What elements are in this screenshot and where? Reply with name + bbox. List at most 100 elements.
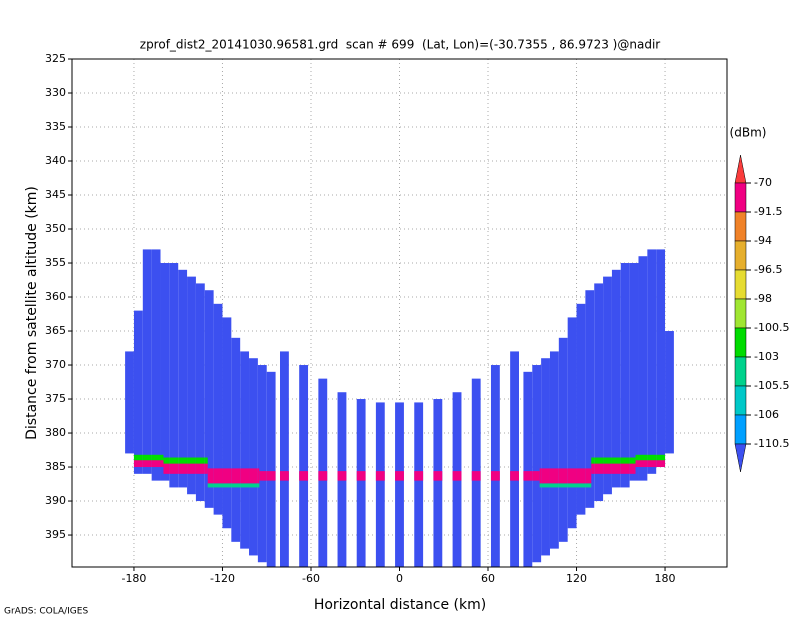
swath-column [395, 402, 404, 567]
swath-column [585, 290, 595, 508]
surface-cell [539, 468, 592, 484]
surface-echo [125, 454, 674, 488]
surface-cell [163, 457, 208, 465]
surface-cell [591, 457, 636, 465]
colorbar-label: -103 [754, 350, 779, 363]
swath-column [231, 337, 241, 542]
swath-column [222, 317, 232, 529]
swath-column [567, 317, 577, 529]
y-tick-label: 385 [45, 460, 66, 473]
y-tick-label: 360 [45, 290, 66, 303]
y-tick-label: 390 [45, 494, 66, 507]
colorbar-label: -110.5 [754, 437, 789, 450]
x-tick-label: 60 [481, 572, 495, 585]
swath-column [611, 269, 621, 488]
colorbar-swatch [734, 443, 747, 473]
y-tick-label: 330 [45, 86, 66, 99]
swath-column [490, 365, 500, 567]
y-tick-label: 380 [45, 426, 66, 439]
chart-title: zprof_dist2_20141030.96581.grd scan # 69… [140, 38, 661, 52]
colorbar-label: -70 [754, 176, 772, 189]
colorbar-swatch [734, 240, 747, 271]
colorbar-swatch [734, 211, 747, 242]
swath-column [523, 371, 533, 567]
swath-column [204, 290, 214, 508]
swath-column [169, 263, 179, 488]
swath-column [356, 399, 366, 567]
colorbar-label: -98 [754, 292, 772, 305]
swath-column [620, 263, 630, 488]
swath-column [638, 256, 648, 481]
colorbar-swatch [734, 356, 747, 387]
colorbar-label: -96.5 [754, 263, 782, 276]
swath-column [142, 249, 152, 474]
colorbar-swatch [734, 154, 747, 184]
y-tick-label: 370 [45, 358, 66, 371]
y-tick-label: 325 [45, 52, 66, 65]
y-tick-label: 365 [45, 324, 66, 337]
swath-column [266, 371, 276, 567]
swath-column [549, 351, 559, 549]
swath-column [603, 276, 612, 495]
swath-column [195, 283, 205, 502]
swath-column [151, 249, 161, 481]
swath-column [160, 263, 170, 481]
colorbar-label: -94 [754, 234, 772, 247]
plot-frame [71, 58, 728, 568]
surface-cell [635, 460, 674, 468]
swath-column [414, 402, 424, 567]
swath-column [249, 358, 258, 556]
colorbar-label: -106 [754, 408, 779, 421]
y-axis-label: Distance from satellite altitude (km) [24, 186, 40, 440]
swath-column [257, 365, 267, 563]
x-tick-label: -180 [121, 572, 146, 585]
swath-column [375, 402, 385, 567]
swath-column [510, 351, 519, 567]
colorbar-label: -105.5 [754, 379, 789, 392]
x-axis-label: Horizontal distance (km) [314, 597, 486, 613]
colorbar-swatch [734, 182, 747, 213]
swath-column [541, 358, 550, 556]
y-tick-label: 355 [45, 256, 66, 269]
swath-column [125, 351, 134, 454]
swath-column [299, 365, 309, 567]
x-tick-label: 180 [655, 572, 676, 585]
colorbar-swatch [734, 327, 747, 358]
swath-column [133, 310, 143, 474]
y-tick-label: 340 [45, 154, 66, 167]
y-tick-label: 335 [45, 120, 66, 133]
surface-cell [591, 463, 636, 474]
swath-column [629, 263, 639, 481]
footer: GrADS: COLA/IGES [4, 607, 88, 617]
x-tick-label: -120 [210, 572, 235, 585]
colorbar-label: -100.5 [754, 321, 789, 334]
colorbar-swatch [734, 414, 747, 445]
swath-column [532, 365, 542, 563]
surface-cell [635, 454, 674, 462]
colorbar-swatch [734, 269, 747, 300]
swath [125, 249, 674, 567]
colorbar-label: -91.5 [754, 205, 782, 218]
surface-cell [539, 483, 592, 488]
swath-column [558, 337, 568, 542]
y-tick-label: 395 [45, 528, 66, 541]
surface-cell [125, 454, 164, 462]
swath-column [178, 269, 188, 488]
y-tick-label: 375 [45, 392, 66, 405]
colorbar-swatch [734, 385, 747, 416]
swath-column [280, 351, 289, 567]
surface-cell [259, 471, 540, 481]
surface-cell [207, 468, 260, 484]
swath-column [240, 351, 250, 549]
surface-cell [163, 463, 208, 474]
x-tick-label: -60 [302, 572, 320, 585]
x-tick-label: 120 [566, 572, 587, 585]
y-tick-label: 345 [45, 188, 66, 201]
swath-column [187, 276, 196, 495]
x-tick-label: 0 [396, 572, 403, 585]
swath-column [576, 303, 586, 515]
swath-column [433, 399, 443, 567]
swath-column [647, 249, 657, 474]
colorbar-unit: (dBm) [730, 126, 767, 140]
